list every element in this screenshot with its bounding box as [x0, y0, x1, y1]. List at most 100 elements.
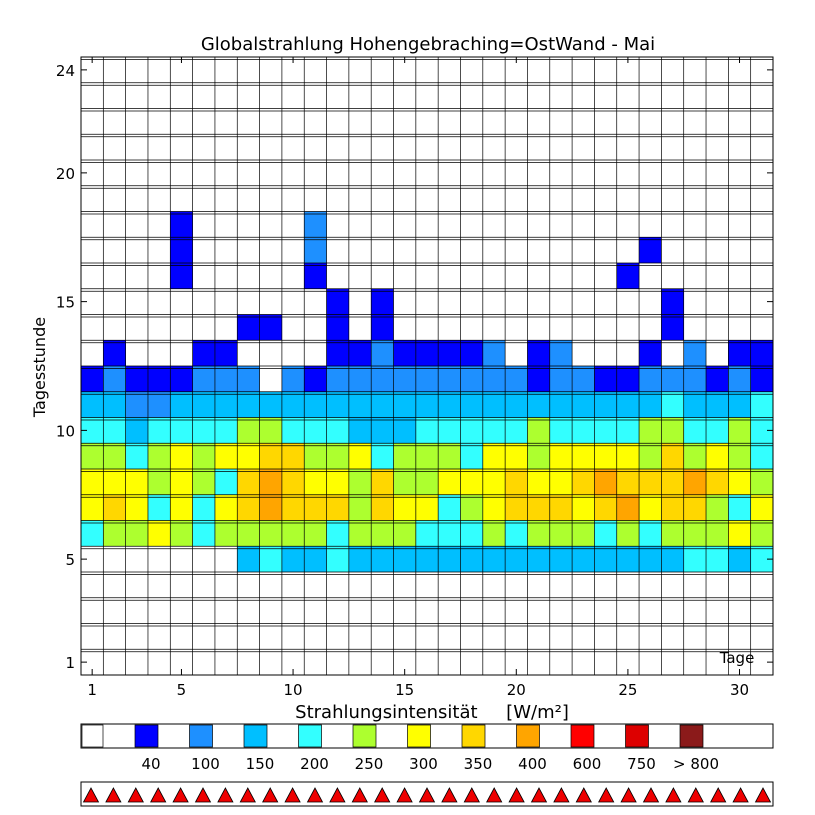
- heatmap-cell: [259, 520, 282, 547]
- heatmap-cell: [505, 494, 528, 521]
- heatmap-cell: [214, 417, 238, 444]
- heatmap-cell: [728, 546, 751, 572]
- heatmap-cell: [482, 443, 506, 469]
- marker-triangle: [306, 787, 324, 803]
- heatmap-cell: [326, 366, 349, 392]
- heatmap-cell: [438, 469, 461, 495]
- marker-triangle: [530, 787, 548, 803]
- heatmap-cell: [616, 366, 640, 392]
- heatmap-cell: [572, 469, 595, 495]
- heatmap-cell: [326, 288, 349, 315]
- marker-triangle: [687, 787, 704, 803]
- heatmap-cell: [616, 443, 640, 469]
- heatmap-cell: [750, 340, 773, 366]
- marker-triangle: [329, 787, 346, 803]
- heatmap-cell: [103, 443, 126, 469]
- heatmap-cell: [594, 546, 617, 572]
- heatmap-cell: [706, 366, 729, 392]
- heatmap-cell: [728, 391, 751, 418]
- marker-triangle: [441, 787, 458, 803]
- heatmap-cell: [103, 340, 126, 366]
- heatmap-cell: [259, 443, 282, 469]
- heatmap-cell: [572, 366, 595, 392]
- heatmap-cell: [393, 417, 416, 444]
- heatmap-cell: [594, 417, 617, 444]
- heatmap-cell: [549, 546, 573, 572]
- heatmap-cell: [393, 494, 416, 521]
- heatmap-cell: [304, 494, 327, 521]
- heatmap-cell: [147, 391, 171, 418]
- heatmap-cell: [594, 520, 617, 547]
- y-tick-label: 15: [56, 294, 75, 312]
- marker-triangle: [598, 787, 615, 803]
- heatmap-cell: [348, 469, 372, 495]
- heatmap-cell: [371, 417, 394, 444]
- heatmap-cell: [192, 366, 215, 392]
- marker-triangle: [217, 787, 234, 803]
- y-tick-label: 24: [56, 62, 75, 80]
- heatmap-cell: [683, 366, 707, 392]
- heatmap-cell: [259, 391, 282, 418]
- heatmap-cell: [639, 237, 662, 263]
- heatmap-cell: [103, 391, 126, 418]
- heatmap-cell: [549, 443, 573, 469]
- heatmap-cell: [170, 366, 193, 392]
- heatmap-cell: [616, 546, 640, 572]
- heatmap-cell: [125, 520, 148, 547]
- heatmap-cell: [170, 520, 193, 547]
- y-axis-label: Tagesstunde: [30, 317, 49, 418]
- heatmap-cell: [482, 469, 506, 495]
- x-tick-label: 10: [284, 681, 303, 699]
- heatmap-cell: [661, 469, 684, 495]
- heatmap-cell: [125, 469, 148, 495]
- heatmap-cell: [661, 417, 684, 444]
- heatmap-cell: [259, 546, 282, 572]
- heatmap-cell: [683, 520, 707, 547]
- heatmap-cell: [371, 314, 394, 341]
- heatmap-cell: [259, 417, 282, 444]
- heatmap-cell: [170, 469, 193, 495]
- heatmap-cell: [505, 443, 528, 469]
- heatmap-cell: [326, 469, 349, 495]
- heatmap-cell: [393, 546, 416, 572]
- marker-triangle: [508, 787, 525, 803]
- legend-swatch: [679, 724, 704, 748]
- heatmap-cell: [125, 366, 148, 392]
- x-tick-label: 30: [730, 681, 749, 699]
- y-tick-label: 5: [65, 551, 75, 569]
- x-tick-label: 1: [87, 681, 97, 699]
- heatmap-cell: [214, 494, 238, 521]
- marker-triangle: [575, 787, 592, 803]
- heatmap-cell: [304, 469, 327, 495]
- heatmap-cell: [572, 520, 595, 547]
- heatmap-cell: [415, 520, 439, 547]
- x-tick-label: 25: [618, 681, 637, 699]
- x-axis-label: Strahlungsintensität [W/m²]: [295, 702, 569, 723]
- heatmap-cell: [683, 494, 707, 521]
- legend-swatch: [570, 724, 595, 748]
- heatmap-cell: [259, 314, 282, 341]
- heatmap-cell: [214, 366, 238, 392]
- heatmap-cell: [192, 391, 215, 418]
- heatmap-cell: [438, 546, 461, 572]
- x-tick-label: 20: [507, 681, 526, 699]
- heatmap-cell: [616, 391, 640, 418]
- heatmap-cell: [170, 237, 193, 263]
- heatmap-cell: [415, 366, 439, 392]
- heatmap-cell: [192, 494, 215, 521]
- heatmap-cell: [728, 494, 751, 521]
- heatmap-cell: [661, 546, 684, 572]
- legend-swatch: [461, 724, 486, 748]
- heatmap-cell: [103, 366, 126, 392]
- chart-title: Globalstrahlung Hohengebraching=OstWand …: [201, 34, 655, 55]
- heatmap-cell: [348, 366, 372, 392]
- heatmap-cell: [371, 469, 394, 495]
- legend-label: 200: [300, 755, 329, 773]
- heatmap-cell: [750, 546, 773, 572]
- marker-triangle: [642, 787, 660, 803]
- legend-label: 40: [141, 755, 160, 773]
- marker-triangle: [732, 787, 749, 803]
- heatmap-cell: [81, 443, 104, 469]
- heatmap-cell: [170, 494, 193, 521]
